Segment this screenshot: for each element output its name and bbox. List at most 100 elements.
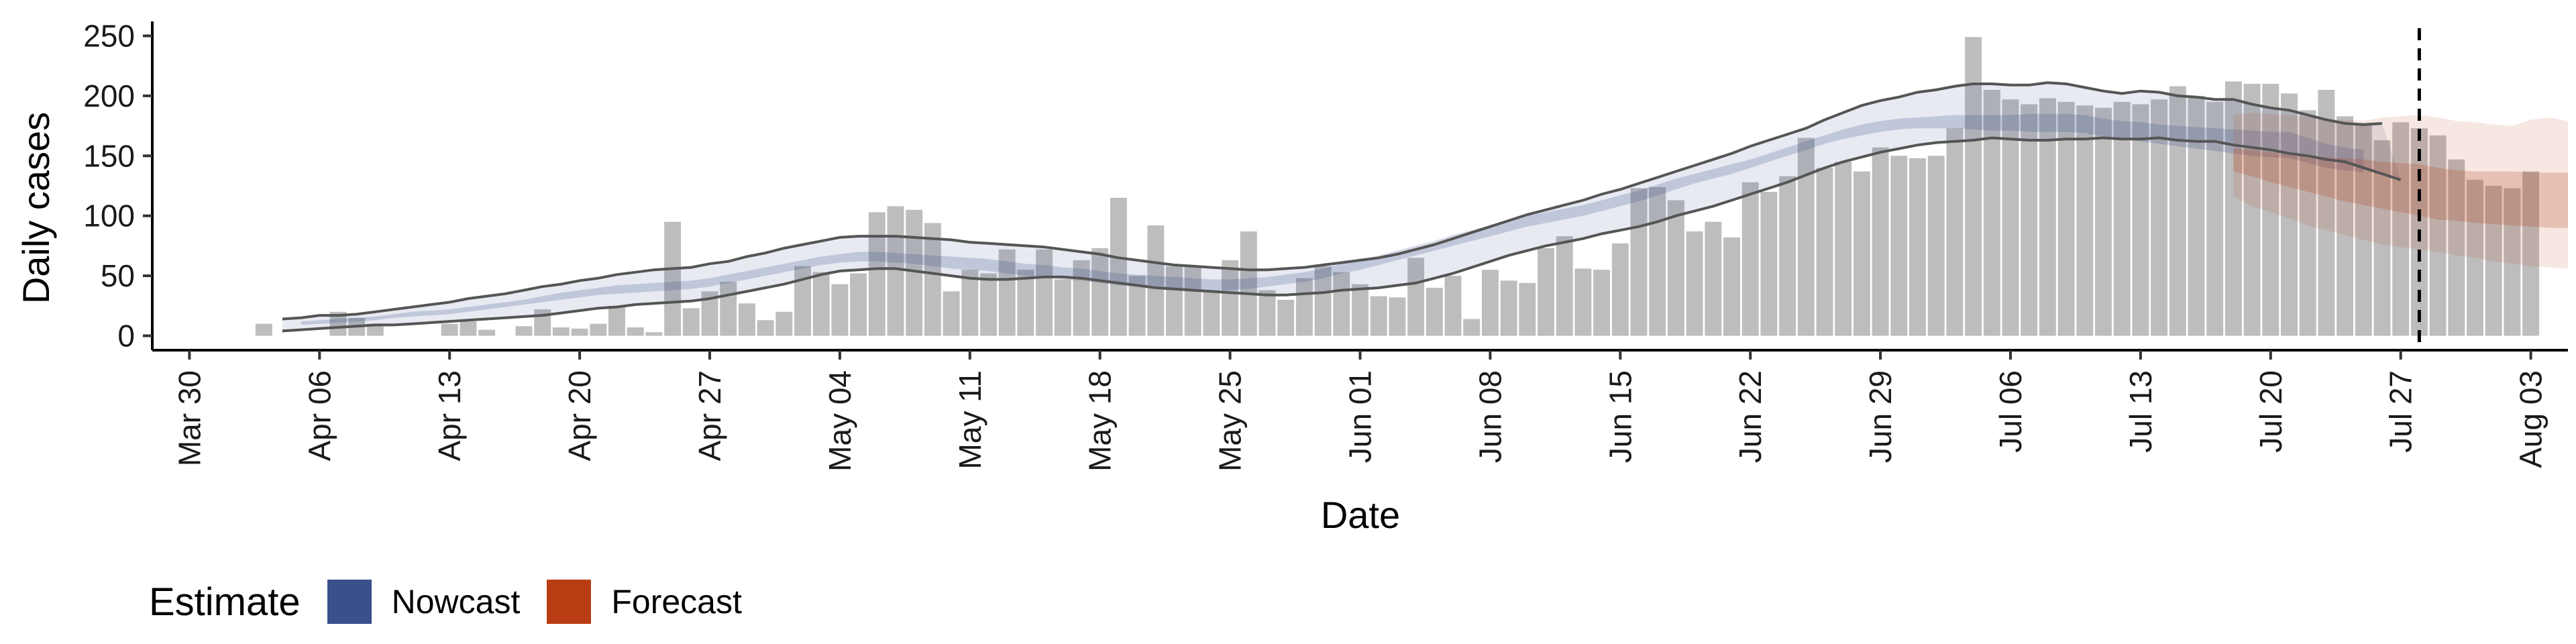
bar <box>2485 186 2502 336</box>
bar <box>1036 249 1053 336</box>
bar <box>2337 116 2354 336</box>
bar <box>943 291 960 336</box>
bar <box>571 328 588 336</box>
bar <box>775 311 793 336</box>
x-tick-label: Jul 06 <box>1993 370 2028 453</box>
bar <box>720 282 737 336</box>
bar <box>608 305 625 336</box>
bar <box>1946 128 1964 336</box>
bar <box>1222 260 1239 336</box>
legend-label-nowcast: Nowcast <box>391 583 521 621</box>
bar <box>645 332 663 336</box>
nowcast-inner-band <box>301 113 2364 325</box>
x-tick-label: May 11 <box>953 370 987 469</box>
bar <box>1686 231 1703 336</box>
x-axis-title: Date <box>1321 494 1400 536</box>
legend-item-nowcast: Nowcast <box>327 580 521 624</box>
bar <box>1500 280 1517 336</box>
bar <box>1723 237 1740 336</box>
x-tick-label: Apr 27 <box>692 370 727 462</box>
bar <box>2318 89 2335 336</box>
x-tick-label: Apr 06 <box>302 370 337 462</box>
bar <box>1779 176 1796 336</box>
plot-area <box>255 28 2568 350</box>
bar <box>1909 158 1926 336</box>
bar <box>2113 101 2131 336</box>
bar <box>1240 231 1257 336</box>
bar <box>2243 83 2261 336</box>
bar <box>1760 191 1778 336</box>
bar <box>998 249 1016 336</box>
bar <box>980 273 997 336</box>
y-tick-label: 200 <box>83 78 135 113</box>
y-tick-label: 0 <box>117 319 135 354</box>
bar <box>757 320 774 336</box>
bar <box>961 270 979 336</box>
bar <box>366 323 384 336</box>
x-tick-label: Jun 01 <box>1343 370 1378 463</box>
bar <box>1965 37 1982 336</box>
bar <box>2132 104 2149 336</box>
x-tick-label: Jun 29 <box>1863 370 1898 463</box>
bar <box>738 303 755 336</box>
bar <box>1426 288 1443 336</box>
bar <box>1519 282 1536 336</box>
bar <box>1853 171 1870 336</box>
legend: Estimate Nowcast Forecast <box>149 578 769 625</box>
bar <box>1147 225 1165 336</box>
bar <box>682 308 700 336</box>
bar <box>1166 266 1183 336</box>
x-tick-label: May 04 <box>822 370 857 472</box>
bar <box>2281 93 2298 336</box>
bar <box>2299 110 2316 336</box>
bar <box>1110 197 1127 336</box>
bar <box>2188 95 2205 336</box>
bar <box>2039 98 2056 336</box>
bar <box>868 212 885 336</box>
bar <box>478 329 496 336</box>
x-tick-label: May 18 <box>1083 370 1118 472</box>
bar <box>1277 299 1295 336</box>
x-tick-label: Jun 08 <box>1472 370 1507 463</box>
x-tick-label: Apr 20 <box>562 370 597 462</box>
y-tick-label: 100 <box>83 199 135 233</box>
bar <box>924 223 941 336</box>
legend-item-forecast: Forecast <box>547 580 742 624</box>
bar <box>1593 270 1611 336</box>
bar <box>1333 272 1350 336</box>
bar <box>627 327 644 336</box>
bar <box>1890 156 1908 336</box>
bar <box>515 326 533 336</box>
bar <box>2504 188 2521 336</box>
bar <box>2392 122 2410 336</box>
bar <box>1630 188 1648 336</box>
bar <box>1927 156 1945 336</box>
bar <box>2262 83 2279 336</box>
bar <box>1184 266 1201 336</box>
x-tick-label: Mar 30 <box>172 370 207 466</box>
bar <box>1258 290 1276 336</box>
bar <box>1463 319 1481 336</box>
legend-key-nowcast <box>327 580 372 624</box>
bar <box>2448 159 2465 336</box>
bar <box>1797 138 1815 336</box>
bar <box>1835 162 1852 336</box>
bar <box>1649 186 1666 336</box>
bar <box>552 327 570 336</box>
bar <box>2467 180 2483 336</box>
bar <box>2021 104 2038 336</box>
bar <box>2429 135 2447 336</box>
bar <box>2095 107 2112 336</box>
x-tick-label: Jun 22 <box>1733 370 1768 463</box>
bar <box>255 323 272 336</box>
bar <box>1314 266 1332 336</box>
bar <box>1017 270 1034 336</box>
bar <box>1370 296 1387 336</box>
x-tick-label: Jul 20 <box>2253 370 2288 453</box>
x-tick-label: May 25 <box>1213 370 1248 472</box>
x-tick-label: Jul 13 <box>2123 370 2158 453</box>
legend-label-forecast: Forecast <box>611 583 742 621</box>
bar <box>1556 236 1573 336</box>
bar <box>1444 276 1462 336</box>
